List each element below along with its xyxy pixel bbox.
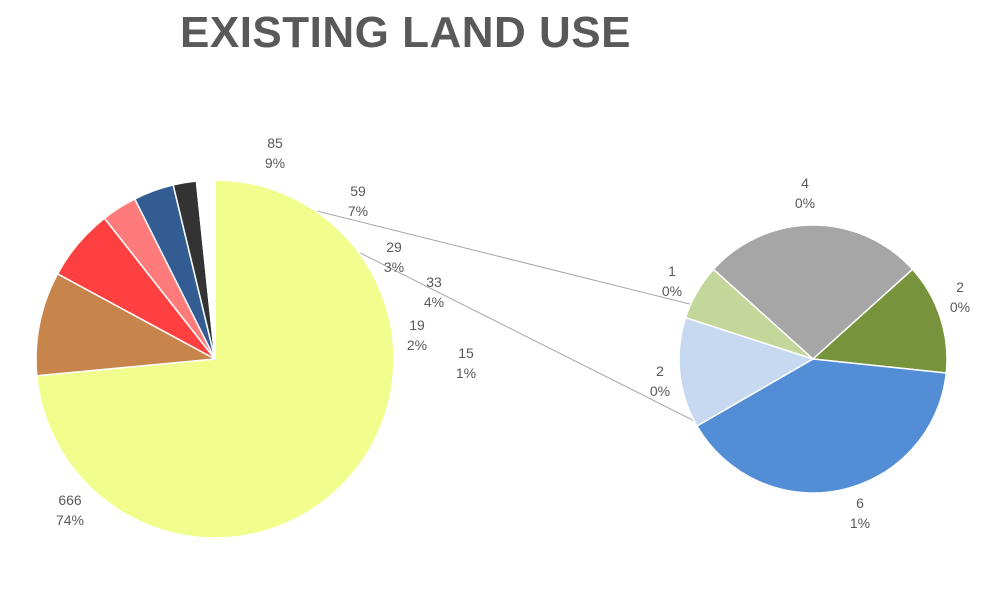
- main-percent-label-4: 4%: [424, 294, 444, 310]
- secondary-pie-slice-2: [695, 358, 948, 494]
- main-pie-slice-6: [195, 179, 216, 360]
- main-value-label-4: 33: [426, 274, 442, 290]
- secondary-value-label-1: 2: [956, 279, 964, 295]
- main-value-label-0: 666: [58, 492, 82, 508]
- secondary-value-label-2: 6: [856, 495, 864, 511]
- secondary-value-label-3: 2: [656, 363, 664, 379]
- secondary-pie-slice-0: [712, 224, 914, 361]
- main-percent-label-5: 2%: [407, 337, 427, 353]
- secondary-pie-slice-1: [811, 268, 948, 374]
- main-value-label-5: 19: [409, 317, 425, 333]
- secondary-percent-label-4: 0%: [662, 283, 682, 299]
- secondary-percent-label-1: 0%: [950, 299, 970, 315]
- secondary-pie: [678, 224, 948, 494]
- secondary-percent-label-0: 0%: [795, 195, 815, 211]
- main-pie-slice-1: [35, 272, 218, 377]
- secondary-pie-slice-3: [678, 316, 815, 428]
- main-percent-label-2: 7%: [348, 203, 368, 219]
- main-percent-label-6: 1%: [456, 365, 476, 381]
- main-percent-label-1: 9%: [265, 155, 285, 171]
- main-pie: [35, 179, 395, 539]
- main-value-label-6: 15: [458, 345, 474, 361]
- secondary-percent-label-3: 0%: [650, 383, 670, 399]
- main-value-label-3: 29: [386, 239, 402, 255]
- secondary-value-label-0: 4: [801, 175, 809, 191]
- main-value-label-2: 59: [350, 183, 366, 199]
- secondary-pie-slice-4: [684, 268, 814, 360]
- secondary-value-label-4: 1: [668, 263, 676, 279]
- main-percent-label-3: 3%: [384, 259, 404, 275]
- main-value-label-1: 85: [267, 135, 283, 151]
- secondary-percent-label-2: 1%: [850, 515, 870, 531]
- chart-title: EXISTING LAND USE: [180, 8, 631, 57]
- main-percent-label-0: 74%: [56, 512, 84, 528]
- data-labels: 666 74% 85 9% 59 7% 29 3% 33 4% 19 2% 15 1% 4 0% 2 0% 6 1% 2…: [56, 135, 970, 531]
